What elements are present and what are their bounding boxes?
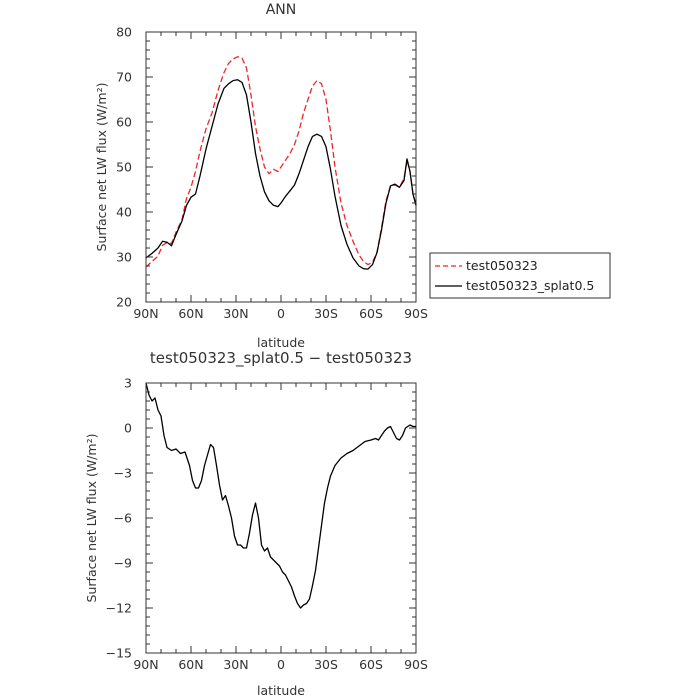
top-series-line-test050323-splat0-5 [145, 79, 417, 270]
bottom-y-axis-title: Surface net LW flux (W/m²) [84, 434, 99, 603]
bottom-x-tick-label: 30S [314, 657, 338, 672]
top-series-line-test050323 [145, 56, 417, 268]
legend: test050323 test050323_splat0.5 [429, 252, 611, 299]
top-y-tick-label: 40 [116, 205, 132, 220]
bottom-y-tick-label: 3 [124, 376, 132, 391]
bottom-chart-title: test050323_splat0.5 − test050323 [150, 349, 412, 368]
bottom-y-tick-label: −3 [114, 466, 132, 481]
top-x-tick-label: 60S [359, 306, 383, 321]
bottom-x-tick-label: 0 [277, 657, 285, 672]
bottom-x-tick-label: 60N [178, 657, 203, 672]
bottom-y-tick-label: −15 [106, 646, 132, 661]
bottom-x-tick-label: 90N [133, 657, 158, 672]
top-y-tick-label: 20 [116, 295, 132, 310]
bottom-x-tick-label: 90S [404, 657, 428, 672]
bottom-y-tick-label: 0 [124, 421, 132, 436]
bottom-x-axis-title: latitude [257, 683, 305, 698]
top-x-tick-label: 0 [277, 306, 285, 321]
top-x-tick-label: 30N [223, 306, 248, 321]
legend-label-splat: test050323_splat0.5 [466, 278, 594, 293]
top-y-tick-label: 80 [116, 25, 132, 40]
bottom-series-line-difference [145, 382, 416, 609]
top-x-tick-label: 90S [404, 306, 428, 321]
top-chart-panel: ANN 90N 60N 30N 0 30S 60S 90S 20 30 40 50 60 70 80 la… [94, 2, 428, 350]
top-y-tick-label: 50 [116, 160, 132, 175]
bottom-x-tick-label: 60S [359, 657, 383, 672]
top-y-tick-label: 70 [116, 70, 132, 85]
bottom-chart-panel: test050323_splat0.5 − test050323 90N 60N 3… [84, 349, 428, 698]
top-x-tick-label: 90N [133, 306, 158, 321]
bottom-plot-frame [145, 382, 417, 654]
bottom-y-tick-label: −6 [114, 511, 132, 526]
top-x-tick-label: 60N [178, 306, 203, 321]
top-y-tick-label: 30 [116, 250, 132, 265]
top-y-axis-title: Surface net LW flux (W/m²) [94, 83, 109, 252]
top-x-axis-title: latitude [257, 335, 305, 350]
top-x-tick-label: 30S [314, 306, 338, 321]
bottom-y-tick-label: −12 [106, 601, 132, 616]
top-chart-title: ANN [266, 2, 297, 18]
bottom-x-tick-label: 30N [223, 657, 248, 672]
legend-box [429, 252, 611, 299]
bottom-y-tick-label: −9 [114, 556, 132, 571]
top-y-tick-label: 60 [116, 115, 132, 130]
legend-label-test050323: test050323 [466, 258, 538, 273]
